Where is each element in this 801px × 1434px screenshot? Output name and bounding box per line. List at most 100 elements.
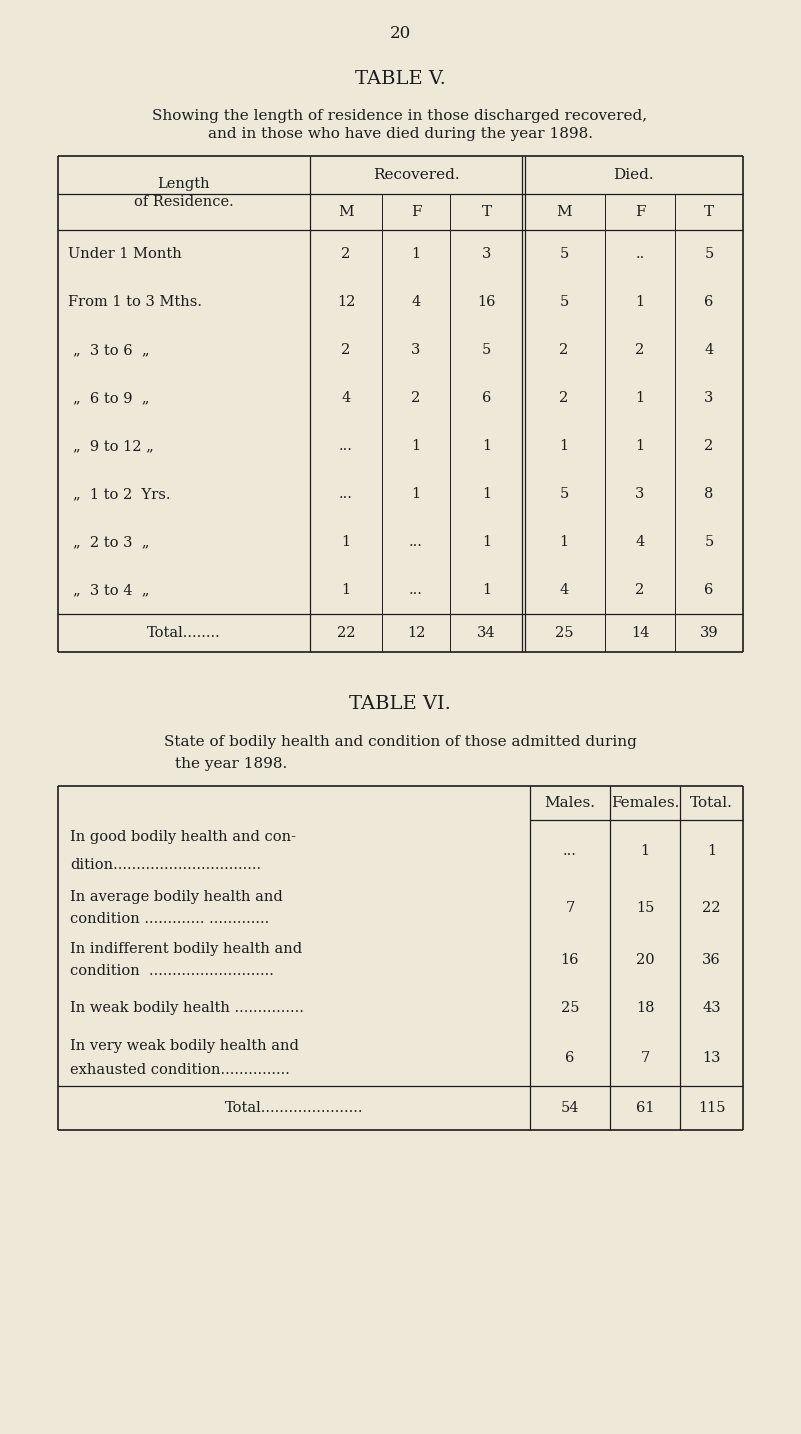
- Text: Recovered.: Recovered.: [373, 168, 460, 182]
- Text: 3: 3: [704, 391, 714, 404]
- Text: exhausted condition...............: exhausted condition...............: [70, 1064, 290, 1077]
- Text: 1: 1: [635, 439, 645, 453]
- Text: 2: 2: [635, 584, 645, 597]
- Text: From 1 to 3 Mths.: From 1 to 3 Mths.: [68, 295, 202, 308]
- Text: Under 1 Month: Under 1 Month: [68, 247, 182, 261]
- Text: Showing the length of residence in those discharged recovered,: Showing the length of residence in those…: [152, 109, 647, 123]
- Text: the year 1898.: the year 1898.: [175, 757, 288, 771]
- Text: ...: ...: [409, 584, 423, 597]
- Text: 115: 115: [698, 1101, 725, 1116]
- Text: 7: 7: [566, 901, 574, 915]
- Text: F: F: [411, 205, 421, 219]
- Text: 8: 8: [704, 488, 714, 500]
- Text: 5: 5: [559, 247, 569, 261]
- Text: M: M: [338, 205, 354, 219]
- Text: 16: 16: [477, 295, 496, 308]
- Text: „  1 to 2  Yrs.: „ 1 to 2 Yrs.: [73, 488, 171, 500]
- Text: 20: 20: [636, 954, 654, 967]
- Text: condition  ...........................: condition ...........................: [70, 965, 274, 978]
- Text: In indifferent bodily health and: In indifferent bodily health and: [70, 942, 302, 955]
- Text: 2: 2: [341, 343, 351, 357]
- Text: 1: 1: [559, 439, 569, 453]
- Text: condition ............. .............: condition ............. .............: [70, 912, 269, 926]
- Text: 1: 1: [412, 488, 421, 500]
- Text: 4: 4: [559, 584, 569, 597]
- Text: 34: 34: [477, 627, 496, 640]
- Text: 2: 2: [559, 391, 569, 404]
- Text: 20: 20: [389, 26, 411, 43]
- Text: 4: 4: [635, 535, 645, 549]
- Text: 1: 1: [635, 295, 645, 308]
- Text: Died.: Died.: [613, 168, 654, 182]
- Text: 22: 22: [702, 901, 721, 915]
- Text: 4: 4: [341, 391, 351, 404]
- Text: dition................................: dition................................: [70, 858, 261, 872]
- Text: ...: ...: [409, 535, 423, 549]
- Text: of Residence.: of Residence.: [134, 195, 234, 209]
- Text: ..: ..: [635, 247, 645, 261]
- Text: 39: 39: [700, 627, 718, 640]
- Text: 1: 1: [482, 488, 491, 500]
- Text: 1: 1: [412, 439, 421, 453]
- Text: T: T: [704, 205, 714, 219]
- Text: 6: 6: [704, 584, 714, 597]
- Text: 6: 6: [566, 1051, 574, 1065]
- Text: 1: 1: [707, 845, 716, 858]
- Text: In average bodily health and: In average bodily health and: [70, 889, 283, 903]
- Text: TABLE V.: TABLE V.: [355, 70, 445, 87]
- Text: TABLE VI.: TABLE VI.: [349, 695, 451, 713]
- Text: M: M: [556, 205, 572, 219]
- Text: T: T: [481, 205, 492, 219]
- Text: 13: 13: [702, 1051, 721, 1065]
- Text: 1: 1: [482, 535, 491, 549]
- Text: „  9 to 12 „: „ 9 to 12 „: [73, 439, 154, 453]
- Text: 1: 1: [482, 584, 491, 597]
- Text: 2: 2: [704, 439, 714, 453]
- Text: and in those who have died during the year 1898.: and in those who have died during the ye…: [207, 128, 593, 141]
- Text: Total........: Total........: [147, 627, 221, 640]
- Text: In very weak bodily health and: In very weak bodily health and: [70, 1038, 299, 1053]
- Text: 12: 12: [336, 295, 355, 308]
- Text: 15: 15: [636, 901, 654, 915]
- Text: 4: 4: [704, 343, 714, 357]
- Text: 5: 5: [704, 535, 714, 549]
- Text: Total......................: Total......................: [225, 1101, 363, 1116]
- Text: „  6 to 9  „: „ 6 to 9 „: [73, 391, 149, 404]
- Text: 25: 25: [561, 1001, 579, 1015]
- Text: In good bodily health and con-: In good bodily health and con-: [70, 830, 296, 845]
- Text: 16: 16: [561, 954, 579, 967]
- Text: F: F: [634, 205, 646, 219]
- Text: State of bodily health and condition of those admitted during: State of bodily health and condition of …: [163, 736, 637, 749]
- Text: 1: 1: [341, 535, 351, 549]
- Text: 2: 2: [341, 247, 351, 261]
- Text: 22: 22: [336, 627, 356, 640]
- Text: Males.: Males.: [545, 796, 595, 810]
- Text: 1: 1: [341, 584, 351, 597]
- Text: 25: 25: [555, 627, 574, 640]
- Text: „  2 to 3  „: „ 2 to 3 „: [73, 535, 149, 549]
- Text: 1: 1: [635, 391, 645, 404]
- Text: 1: 1: [559, 535, 569, 549]
- Text: 6: 6: [482, 391, 491, 404]
- Text: Females.: Females.: [611, 796, 679, 810]
- Text: Length: Length: [158, 176, 211, 191]
- Text: ...: ...: [563, 845, 577, 858]
- Text: ...: ...: [339, 439, 353, 453]
- Text: 5: 5: [704, 247, 714, 261]
- Text: 2: 2: [412, 391, 421, 404]
- Text: 7: 7: [640, 1051, 650, 1065]
- Text: Total.: Total.: [690, 796, 733, 810]
- Text: 36: 36: [702, 954, 721, 967]
- Text: „  3 to 4  „: „ 3 to 4 „: [73, 584, 149, 597]
- Text: 61: 61: [636, 1101, 654, 1116]
- Text: 1: 1: [482, 439, 491, 453]
- Text: 3: 3: [482, 247, 491, 261]
- Text: 3: 3: [411, 343, 421, 357]
- Text: 5: 5: [559, 295, 569, 308]
- Text: 1: 1: [412, 247, 421, 261]
- Text: 4: 4: [412, 295, 421, 308]
- Text: 18: 18: [636, 1001, 654, 1015]
- Text: 6: 6: [704, 295, 714, 308]
- Text: ...: ...: [339, 488, 353, 500]
- Text: 5: 5: [559, 488, 569, 500]
